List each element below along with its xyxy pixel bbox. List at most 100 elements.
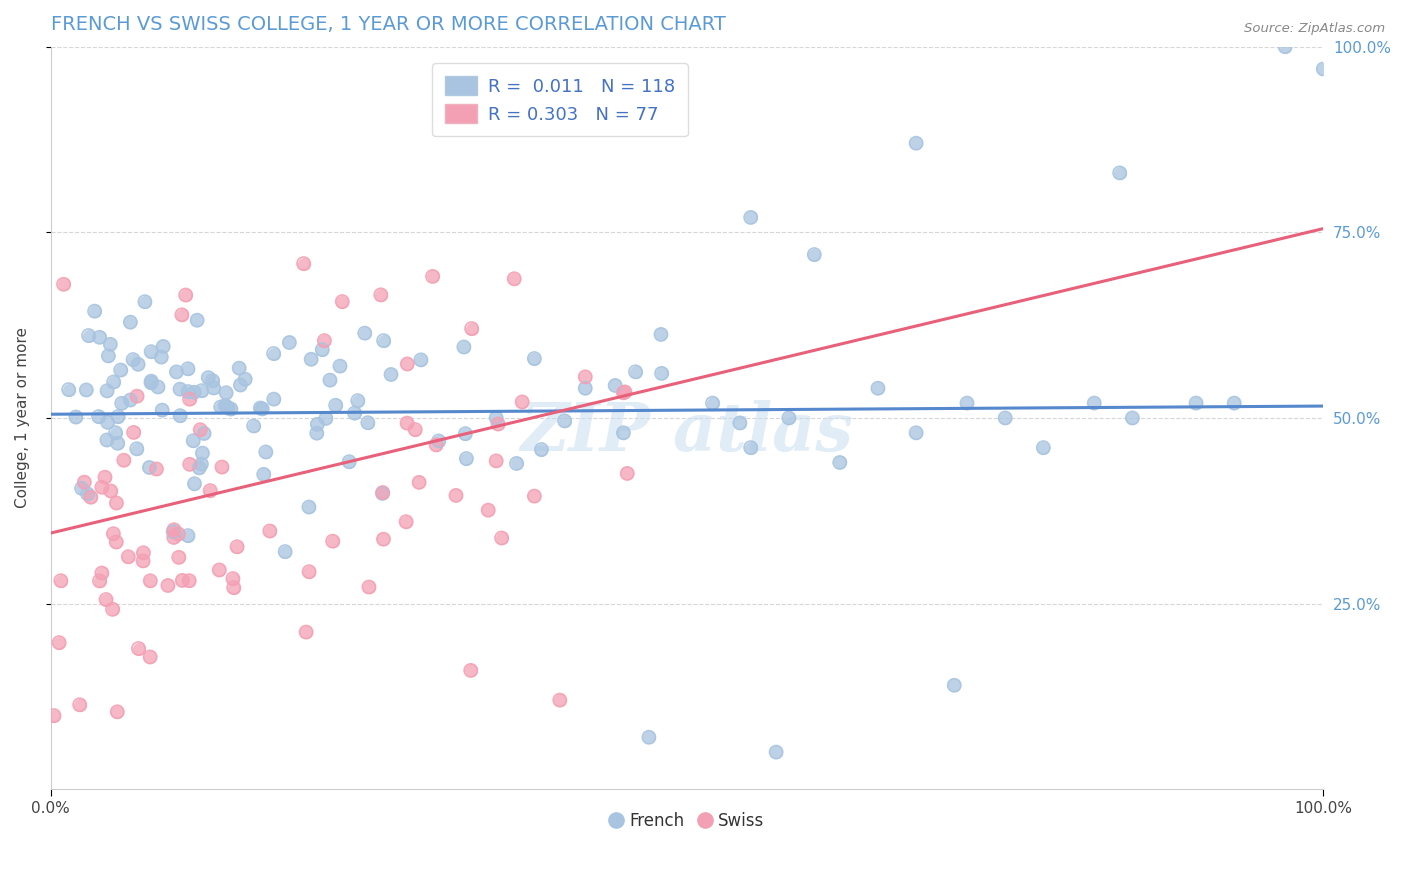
Point	[76, 487, 98, 501]
Point	[226, 540, 249, 554]
Point	[460, 321, 482, 335]
Point	[574, 381, 596, 395]
Point	[305, 426, 328, 441]
Point	[454, 426, 477, 441]
Point	[181, 434, 204, 448]
Point	[605, 378, 627, 392]
Point	[249, 401, 271, 415]
Point	[105, 535, 128, 549]
Point	[353, 326, 375, 340]
Point	[177, 528, 200, 542]
Point	[337, 455, 360, 469]
Point	[139, 650, 162, 665]
Point	[222, 572, 245, 586]
Point	[89, 330, 111, 344]
Point	[404, 423, 426, 437]
Point	[456, 451, 478, 466]
Point	[125, 389, 148, 403]
Point	[624, 365, 647, 379]
Point	[614, 384, 637, 399]
Point	[170, 308, 193, 322]
Point	[305, 426, 328, 441]
Point	[177, 384, 200, 399]
Point	[778, 411, 800, 425]
Point	[150, 350, 173, 364]
Point	[208, 563, 231, 577]
Point	[263, 392, 285, 406]
Point	[96, 384, 118, 398]
Point	[866, 381, 889, 395]
Point	[371, 486, 394, 500]
Point	[120, 315, 142, 329]
Point	[510, 395, 533, 409]
Point	[477, 503, 499, 517]
Point	[574, 381, 596, 395]
Point	[190, 457, 212, 471]
Point	[548, 693, 571, 707]
Point	[325, 398, 347, 412]
Point	[179, 458, 201, 472]
Point	[42, 708, 65, 723]
Point	[409, 352, 432, 367]
Y-axis label: College, 1 year or more: College, 1 year or more	[15, 327, 30, 508]
Point	[395, 515, 418, 529]
Point	[125, 442, 148, 456]
Point	[1312, 62, 1334, 76]
Point	[145, 462, 167, 476]
Point	[190, 384, 212, 398]
Point	[117, 549, 139, 564]
Point	[278, 335, 301, 350]
Point	[740, 211, 762, 225]
Point	[139, 376, 162, 390]
Point	[319, 373, 342, 387]
Text: FRENCH VS SWISS COLLEGE, 1 YEAR OR MORE CORRELATION CHART: FRENCH VS SWISS COLLEGE, 1 YEAR OR MORE …	[51, 15, 725, 34]
Point	[396, 357, 419, 371]
Point	[233, 372, 256, 386]
Point	[139, 650, 162, 665]
Point	[1312, 62, 1334, 76]
Point	[1108, 166, 1130, 180]
Point	[740, 441, 762, 455]
Point	[444, 488, 467, 502]
Point	[454, 426, 477, 441]
Point	[163, 523, 186, 537]
Point	[179, 574, 201, 588]
Point	[249, 401, 271, 415]
Point	[343, 406, 366, 420]
Point	[89, 330, 111, 344]
Point	[169, 382, 191, 396]
Point	[486, 417, 509, 431]
Point	[132, 546, 155, 560]
Point	[503, 271, 526, 285]
Point	[460, 664, 482, 678]
Point	[181, 434, 204, 448]
Point	[1083, 396, 1105, 410]
Point	[329, 359, 352, 373]
Point	[292, 257, 315, 271]
Point	[174, 288, 197, 302]
Point	[90, 480, 112, 494]
Point	[217, 401, 239, 415]
Point	[94, 470, 117, 484]
Point	[122, 425, 145, 440]
Point	[956, 396, 979, 410]
Point	[105, 496, 128, 510]
Point	[702, 396, 724, 410]
Point	[200, 483, 222, 498]
Point	[422, 269, 444, 284]
Point	[183, 476, 205, 491]
Point	[132, 554, 155, 568]
Point	[202, 381, 225, 395]
Point	[425, 438, 447, 452]
Point	[156, 578, 179, 592]
Point	[152, 339, 174, 353]
Point	[263, 346, 285, 360]
Point	[638, 731, 661, 745]
Point	[122, 352, 145, 367]
Point	[554, 414, 576, 428]
Point	[1108, 166, 1130, 180]
Point	[188, 460, 211, 475]
Point	[242, 419, 264, 434]
Point	[167, 550, 190, 565]
Point	[329, 359, 352, 373]
